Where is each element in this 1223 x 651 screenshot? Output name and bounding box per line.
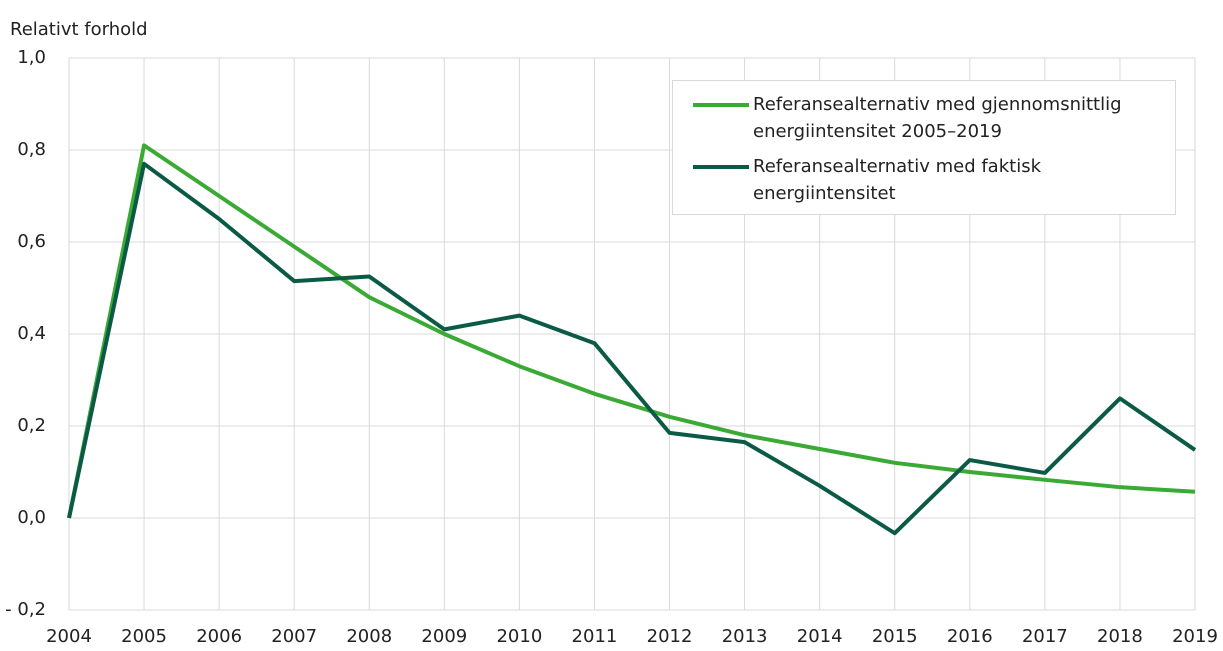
x-tick-label: 2009 [421,626,467,647]
legend-swatch [693,103,749,107]
legend-item: Referansealternativ med faktisk energiin… [693,153,1165,207]
x-tick-label: 2006 [196,626,242,647]
series-line [67,143,1196,519]
x-tick-label: 2012 [647,626,693,647]
y-tick-label: 0,0 [17,507,46,528]
y-axis-title: Relativt forhold [10,19,148,40]
x-tick-label: 2007 [271,626,317,647]
x-tick-label: 2010 [496,626,542,647]
x-tick-label: 2017 [1022,626,1068,647]
y-tick-label: 0,6 [17,231,46,252]
legend-item: Referansealternativ med gjennomsnittlig … [693,91,1165,145]
y-tick-label: 1,0 [17,47,46,68]
y-tick-label: 0,2 [17,415,46,436]
x-tick-label: 2008 [346,626,392,647]
x-tick-label: 2004 [46,626,92,647]
x-tick-label: 2015 [872,626,918,647]
x-tick-label: 2014 [797,626,843,647]
series-line [67,161,1197,536]
x-tick-label: 2005 [121,626,167,647]
x-tick-label: 2018 [1097,626,1143,647]
y-tick-label: 0,4 [17,323,46,344]
legend-label: Referansealternativ med faktisk energiin… [753,156,1041,204]
y-tick-label: - 0,2 [5,599,46,620]
x-tick-label: 2011 [572,626,618,647]
x-tick-label: 2013 [722,626,768,647]
legend: Referansealternativ med gjennomsnittlig … [672,80,1176,215]
y-tick-label: 0,8 [17,139,46,160]
legend-swatch [693,165,749,169]
x-tick-label: 2016 [947,626,993,647]
legend-label: Referansealternativ med gjennomsnittlig … [753,94,1122,142]
x-tick-label: 2019 [1172,626,1218,647]
